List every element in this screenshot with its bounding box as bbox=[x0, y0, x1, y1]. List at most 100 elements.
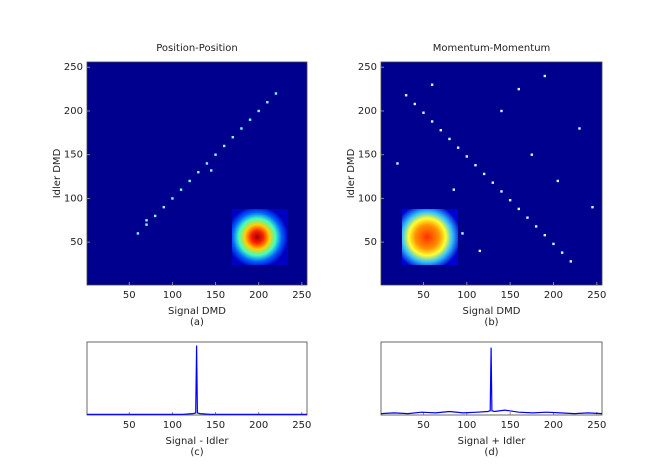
data-point bbox=[179, 188, 183, 191]
panel: Position-Position Signal DMD(a) Idler DMD 5… bbox=[52, 43, 311, 328]
data-point bbox=[430, 83, 434, 86]
data-point bbox=[188, 179, 191, 183]
y-tick-label: 250 bbox=[64, 62, 83, 73]
x-axis-label: Signal DMD bbox=[168, 306, 226, 317]
data-point bbox=[461, 232, 464, 235]
y-tick-label: 150 bbox=[64, 150, 83, 161]
data-point bbox=[153, 214, 157, 218]
chart-title: Momentum-Momentum bbox=[433, 43, 551, 54]
panel: Signal - Idler(c) 50 100 150 200 250 bbox=[86, 341, 311, 458]
panel: Momentum-Momentum Signal DMD(b) Idler DMD 5… bbox=[346, 43, 606, 328]
line-series bbox=[87, 345, 307, 415]
x-tick-label: 250 bbox=[292, 290, 311, 301]
x-tick-label: 50 bbox=[417, 420, 430, 431]
data-point bbox=[214, 153, 217, 156]
caption: (d) bbox=[484, 447, 498, 458]
data-point bbox=[556, 179, 559, 183]
data-point bbox=[456, 146, 460, 149]
data-point bbox=[534, 225, 538, 228]
data-point bbox=[474, 163, 477, 167]
data-point bbox=[240, 127, 243, 130]
caption: (b) bbox=[484, 317, 498, 328]
data-point bbox=[257, 109, 260, 113]
data-point bbox=[145, 219, 148, 222]
data-point bbox=[552, 242, 555, 246]
data-point bbox=[266, 101, 269, 104]
y-tick-label: 50 bbox=[70, 237, 83, 248]
data-point bbox=[430, 120, 434, 123]
data-point bbox=[543, 74, 546, 78]
data-point bbox=[560, 251, 564, 254]
data-point bbox=[448, 137, 451, 141]
y-tick-label: 50 bbox=[364, 237, 377, 248]
chart-title: Position-Position bbox=[156, 43, 237, 54]
x-tick-label: 50 bbox=[417, 290, 430, 301]
data-point bbox=[145, 223, 148, 226]
data-point bbox=[517, 87, 520, 91]
y-tick-label: 100 bbox=[64, 193, 83, 204]
data-point bbox=[508, 198, 512, 202]
data-point bbox=[517, 207, 520, 211]
data-point bbox=[413, 102, 416, 106]
data-point bbox=[210, 169, 213, 172]
x-tick-label: 100 bbox=[163, 290, 182, 301]
data-point bbox=[439, 129, 442, 132]
data-point bbox=[422, 111, 425, 114]
x-tick-label: 50 bbox=[123, 290, 136, 301]
y-tick-label: 200 bbox=[64, 106, 83, 117]
data-point bbox=[231, 136, 235, 139]
data-point bbox=[526, 216, 529, 219]
x-tick-label: 150 bbox=[206, 290, 225, 301]
x-tick-label: 150 bbox=[206, 420, 225, 431]
data-point bbox=[171, 197, 174, 200]
data-point bbox=[274, 92, 278, 95]
x-axis-label: Signal + Idler bbox=[458, 436, 527, 447]
data-point bbox=[222, 144, 226, 148]
y-axis-label: Idler DMD bbox=[346, 148, 357, 198]
x-tick-label: 200 bbox=[249, 290, 268, 301]
data-point bbox=[396, 162, 399, 165]
x-tick-label: 250 bbox=[292, 420, 311, 431]
data-point bbox=[491, 181, 494, 184]
data-point bbox=[248, 118, 252, 121]
data-point bbox=[197, 170, 200, 174]
inset-zoom bbox=[232, 209, 288, 265]
x-tick-label: 200 bbox=[249, 420, 268, 431]
caption: (c) bbox=[190, 447, 203, 458]
data-point bbox=[404, 94, 408, 97]
y-tick-label: 200 bbox=[358, 106, 377, 117]
y-axis-label: Idler DMD bbox=[52, 148, 63, 198]
data-point bbox=[530, 153, 533, 156]
data-point bbox=[452, 188, 455, 191]
x-tick-label: 150 bbox=[501, 290, 520, 301]
panel: Signal + Idler(d) 50 100 150 200 250 bbox=[380, 341, 606, 458]
data-point bbox=[465, 155, 468, 158]
y-tick-label: 250 bbox=[358, 62, 377, 73]
x-tick-label: 200 bbox=[544, 420, 563, 431]
x-tick-label: 250 bbox=[587, 290, 606, 301]
data-point bbox=[543, 233, 546, 237]
x-tick-label: 50 bbox=[123, 420, 136, 431]
x-tick-label: 200 bbox=[544, 290, 563, 301]
data-point bbox=[205, 162, 209, 165]
data-point bbox=[162, 205, 165, 209]
caption: (a) bbox=[190, 317, 204, 328]
x-axis-label: Signal - Idler bbox=[165, 436, 229, 447]
x-tick-label: 150 bbox=[501, 420, 520, 431]
x-tick-label: 100 bbox=[457, 420, 476, 431]
y-tick-label: 100 bbox=[358, 193, 377, 204]
x-tick-label: 100 bbox=[163, 420, 182, 431]
data-point bbox=[136, 232, 140, 235]
data-point bbox=[500, 190, 503, 193]
data-point bbox=[578, 127, 581, 130]
data-point bbox=[500, 109, 503, 113]
data-point bbox=[482, 172, 486, 176]
data-point bbox=[569, 260, 572, 263]
x-tick-label: 250 bbox=[587, 420, 606, 431]
data-point bbox=[478, 249, 481, 253]
x-axis-label: Signal DMD bbox=[463, 306, 521, 317]
inset-zoom bbox=[402, 209, 458, 265]
data-point bbox=[591, 205, 594, 209]
x-tick-label: 100 bbox=[457, 290, 476, 301]
